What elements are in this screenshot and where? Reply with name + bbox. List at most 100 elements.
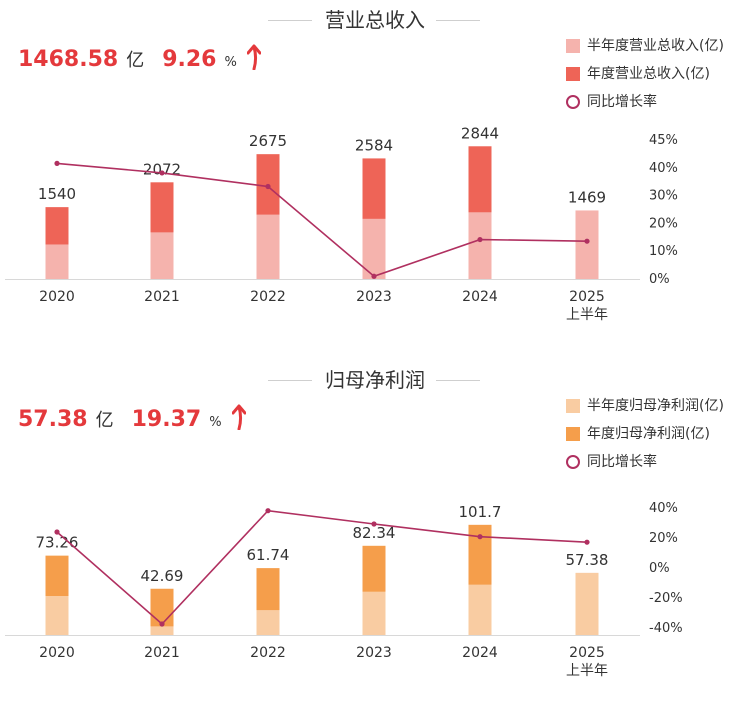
x-tick-label: 2020 [39, 289, 75, 305]
legend-label-growth: 同比增长率 [587, 94, 657, 110]
x-tick-label: 2023 [356, 645, 392, 661]
half-year-bar [150, 232, 174, 279]
growth-rate-point [54, 160, 60, 166]
title-divider-right [436, 380, 480, 381]
growth-up-arrow-icon [231, 404, 247, 434]
title-divider-left [268, 20, 312, 21]
growth-rate-point [265, 508, 271, 514]
growth-rate-point [584, 238, 590, 244]
y2-tick-label: -40% [649, 621, 683, 636]
y2-tick-label: 30% [649, 189, 678, 204]
half-year-bar [256, 610, 280, 635]
x-tick-label: 2022 [250, 289, 286, 305]
bar-value-label: 1469 [568, 188, 606, 206]
profit-headline-unit: 亿 [95, 410, 114, 431]
half-year-bar [256, 214, 280, 279]
legend-swatch-annual [566, 67, 580, 81]
y2-tick-label: 40% [649, 161, 678, 176]
x-tick-label: 2024 [462, 645, 498, 661]
half-year-bar [575, 572, 599, 635]
growth-rate-point [477, 534, 483, 540]
x-tick-label: 2025 [569, 289, 605, 305]
legend-swatch-half-year [566, 39, 580, 53]
title-divider-left [268, 380, 312, 381]
revenue-title-row: 营业总收入 [0, 6, 750, 34]
bar-value-label: 2675 [249, 132, 287, 150]
legend-marker-growth [566, 95, 580, 109]
legend-item-annual: 年度营业总收入(亿) [566, 62, 750, 90]
revenue-growth-unit: % [224, 55, 237, 70]
bar-value-label: 1540 [38, 185, 76, 203]
y2-tick-label: 40% [649, 501, 678, 516]
growth-rate-point [584, 539, 590, 545]
y2-tick-label: 10% [649, 244, 678, 259]
bar-value-label: 2844 [461, 124, 499, 142]
annual-bar [150, 588, 174, 635]
y2-tick-label: 20% [649, 216, 678, 231]
revenue-headline-value: 1468.58 [18, 47, 119, 72]
profit-headline-value: 57.38 [18, 407, 88, 432]
half-year-bar [45, 244, 69, 279]
growth-rate-point [159, 621, 165, 627]
y2-tick-label: -20% [649, 591, 683, 606]
y2-tick-label: 20% [649, 531, 678, 546]
revenue-headline-unit: 亿 [126, 50, 145, 71]
growth-rate-point [54, 529, 60, 535]
revenue-growth-value: 9.26 [162, 47, 217, 72]
legend-label-annual: 年度归母净利润(亿) [587, 426, 710, 442]
profit-growth-value: 19.37 [131, 407, 202, 432]
profit-legend: 半年度归母净利润(亿) 年度归母净利润(亿) 同比增长率 [566, 394, 750, 478]
half-year-bar [468, 212, 492, 279]
growth-rate-point [159, 170, 165, 176]
revenue-panel: 营业总收入 1468.58 亿 9.26% 半年度营业总收入(亿) 年度营业总收入(… [0, 0, 750, 345]
legend-marker-growth [566, 455, 580, 469]
bar-value-label: 42.69 [141, 567, 184, 585]
x-tick-label: 2025 [569, 645, 605, 661]
half-year-bar [575, 210, 599, 279]
growth-rate-point [265, 183, 271, 190]
bar-value-label: 2584 [355, 136, 393, 154]
profit-title-row: 归母净利润 [0, 366, 750, 394]
y2-tick-label: 0% [649, 561, 670, 576]
y2-tick-label: 0% [649, 272, 670, 287]
legend-swatch-annual [566, 427, 580, 441]
bar-value-label: 57.38 [566, 551, 609, 569]
bar-value-label: 73.26 [36, 534, 79, 552]
x-tick-label: 2024 [462, 289, 498, 305]
x-tick-label: 2020 [39, 645, 75, 661]
x-tick-sublabel: 上半年 [566, 307, 608, 323]
growth-up-arrow-icon [246, 44, 262, 74]
bar-value-label: 61.74 [247, 546, 290, 564]
profit-growth-unit: % [209, 415, 222, 430]
growth-rate-point [371, 273, 377, 279]
revenue-chart: 1540 2020 2072 2021 2675 2022 2584 2023 2844 2024… [5, 124, 678, 323]
half-year-bar [45, 596, 69, 635]
profit-chart: 73.26 2020 42.69 2021 61.74 2022 82.34 2023 101.… [5, 501, 683, 679]
legend-label-annual: 年度营业总收入(亿) [587, 66, 710, 82]
x-tick-sublabel: 上半年 [566, 663, 608, 679]
revenue-chart-title: 营业总收入 [325, 8, 425, 32]
growth-rate-point [477, 236, 483, 243]
x-tick-label: 2021 [144, 645, 180, 661]
growth-rate-point [371, 521, 377, 527]
legend-label-half-year: 半年度归母净利润(亿) [587, 398, 724, 414]
half-year-bar [468, 584, 492, 635]
half-year-bar [362, 218, 386, 279]
revenue-legend: 半年度营业总收入(亿) 年度营业总收入(亿) 同比增长率 [566, 34, 750, 118]
growth-rate-line [56, 162, 588, 278]
profit-chart-title: 归母净利润 [325, 368, 425, 392]
legend-item-growth: 同比增长率 [566, 90, 750, 118]
legend-item-annual: 年度归母净利润(亿) [566, 422, 750, 450]
legend-label-half-year: 半年度营业总收入(亿) [587, 38, 724, 54]
legend-item-growth: 同比增长率 [566, 450, 750, 478]
legend-item-half-year: 半年度营业总收入(亿) [566, 34, 750, 62]
x-tick-label: 2021 [144, 289, 180, 305]
profit-headline: 57.38 亿 19.37% [18, 404, 247, 438]
legend-label-growth: 同比增长率 [587, 454, 657, 470]
x-tick-label: 2023 [356, 289, 392, 305]
y2-tick-label: 45% [649, 133, 678, 148]
half-year-bar [150, 626, 174, 635]
bar-value-label: 2072 [143, 160, 181, 178]
profit-panel: 归母净利润 57.38 亿 19.37% 半年度归母净利润(亿) 年度归母净利润(亿… [0, 360, 750, 704]
bar-value-label: 82.34 [353, 524, 396, 542]
